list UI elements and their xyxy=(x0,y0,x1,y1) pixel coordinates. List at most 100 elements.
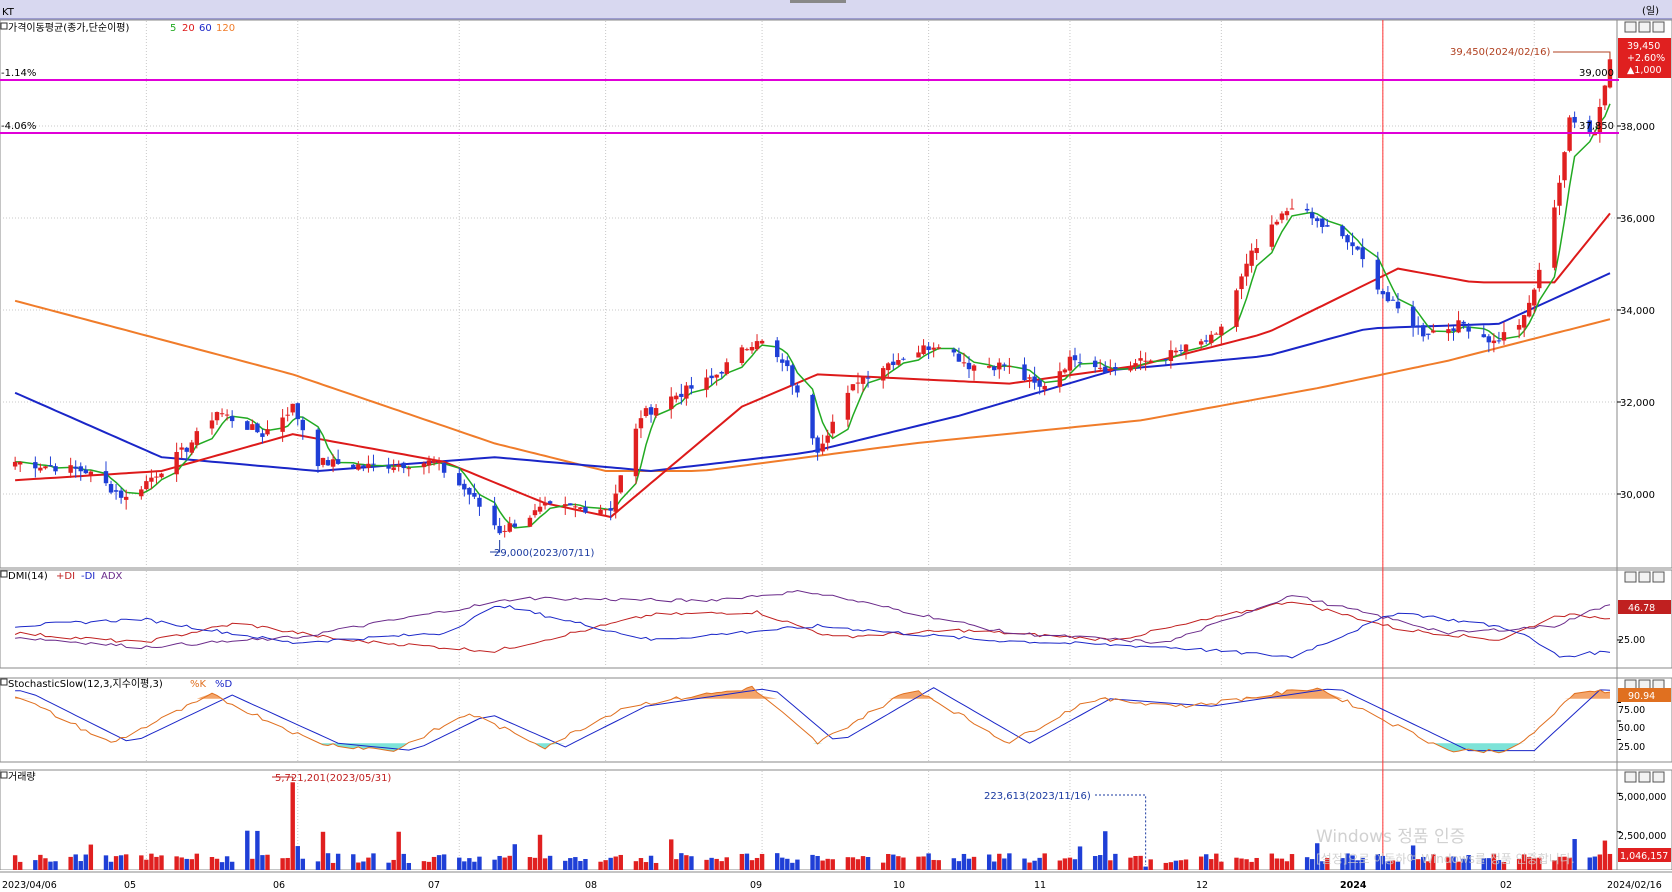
candle-body xyxy=(1279,213,1285,220)
volume-bar xyxy=(643,862,649,870)
volume-bar xyxy=(174,856,179,870)
volume-bar xyxy=(1486,858,1492,870)
candle-body xyxy=(1466,326,1471,332)
volume-bar xyxy=(1219,861,1224,870)
candle-body xyxy=(714,374,719,378)
volume-bar xyxy=(1557,856,1562,870)
candlesticks xyxy=(12,53,1613,538)
candle-body xyxy=(1385,292,1391,302)
volume-bar xyxy=(790,862,795,870)
candle-body xyxy=(431,460,437,463)
volume-bar xyxy=(1178,860,1184,870)
volume-bar xyxy=(719,861,724,870)
panel-toggle-icon[interactable] xyxy=(0,678,8,686)
volume-bar xyxy=(507,855,512,870)
candle-body xyxy=(325,460,331,466)
panel-toggle-icon[interactable] xyxy=(0,22,8,30)
stoch-tick-75: 75.00 xyxy=(1618,705,1645,716)
volume-bar xyxy=(325,853,331,870)
volume-bar xyxy=(224,856,230,870)
candle-body xyxy=(1597,106,1603,134)
candle-body xyxy=(1552,207,1557,268)
candle-body xyxy=(1415,325,1421,327)
volume-bar xyxy=(300,858,306,870)
window-handle[interactable] xyxy=(790,0,846,3)
volume-bar xyxy=(1607,853,1613,870)
candle-body xyxy=(669,396,674,410)
volume-bar xyxy=(886,853,891,870)
candle-body xyxy=(123,496,129,500)
candle-body xyxy=(790,365,795,386)
volume-bar xyxy=(436,855,442,870)
panel-toggle-icon[interactable] xyxy=(0,771,8,779)
volume-bar xyxy=(1532,857,1537,870)
candle-body xyxy=(335,459,341,464)
volume-bar xyxy=(295,846,300,870)
candle-body xyxy=(886,363,891,371)
stoch-title-text: StochasticSlow(12,3,지수이평,3) xyxy=(8,678,163,690)
volume-bar xyxy=(219,862,225,870)
candle-body xyxy=(542,503,548,506)
volume-bar xyxy=(1309,859,1315,870)
volume-bar xyxy=(426,861,432,870)
candle-body xyxy=(749,347,755,351)
volume-bar xyxy=(1007,853,1012,870)
candle-body xyxy=(1320,218,1325,227)
candle-body xyxy=(1002,364,1007,366)
candle-body xyxy=(704,377,709,390)
candle-body xyxy=(1315,218,1320,222)
candle-body xyxy=(1092,360,1098,368)
volume-bar xyxy=(1062,858,1068,870)
volume-bar xyxy=(547,855,553,870)
volume-bar xyxy=(674,859,679,870)
x-label-2024: 2024 xyxy=(1340,880,1367,891)
candle-body xyxy=(1239,276,1244,290)
candle-body xyxy=(855,382,861,384)
volume-bar xyxy=(1103,831,1108,870)
candle-body xyxy=(436,461,442,464)
volume-bar xyxy=(421,861,427,870)
candle-body xyxy=(1557,182,1562,206)
volume-bar xyxy=(265,854,270,870)
volume-bar xyxy=(1209,859,1214,870)
candle-body xyxy=(880,368,886,381)
candle-body xyxy=(179,447,184,450)
panel-toggle-icon[interactable] xyxy=(0,570,8,578)
ma120-legend: 120 xyxy=(216,23,235,34)
price-panel-title: 가격이동평균(종가,단순이평) 5 20 60 120 xyxy=(0,21,235,34)
candle-body xyxy=(603,509,608,511)
volume-max-annotation: 5,721,201(2023/05/31) xyxy=(275,773,391,784)
candle-body xyxy=(1607,59,1613,88)
volume-bar xyxy=(83,854,89,870)
candle-body xyxy=(315,429,321,467)
candle-body xyxy=(189,442,194,453)
candle-body xyxy=(850,384,856,391)
candle-body xyxy=(830,421,835,434)
candle-body xyxy=(219,413,225,415)
candle-body xyxy=(245,421,250,430)
volume-bar xyxy=(1274,858,1280,870)
candle-body xyxy=(1426,333,1431,335)
lower-pct-label: -4.06% xyxy=(1,121,36,132)
candle-body xyxy=(1421,325,1426,337)
volume-bar xyxy=(573,857,578,870)
volume-bar xyxy=(754,857,760,870)
volume-bar xyxy=(1289,854,1295,870)
candle-body xyxy=(280,417,285,432)
y-tick-34000: 34,000 xyxy=(1620,306,1655,317)
candle-body xyxy=(1274,221,1280,225)
candle-body xyxy=(1067,356,1073,371)
candle-body xyxy=(1198,341,1204,345)
ma20-line xyxy=(15,212,1611,519)
y-tick-32000: 32,000 xyxy=(1620,398,1655,409)
volume-bar xyxy=(618,854,623,870)
candle-body xyxy=(936,347,941,349)
candle-body xyxy=(679,393,684,397)
volume-bar xyxy=(1567,857,1572,870)
volume-bar xyxy=(356,862,361,870)
candle-body xyxy=(356,464,361,470)
candle-body xyxy=(421,463,427,468)
volume-bar xyxy=(563,860,568,870)
hline-labels: -1.14% -4.06% 39,000 37,850 xyxy=(1,68,1614,132)
